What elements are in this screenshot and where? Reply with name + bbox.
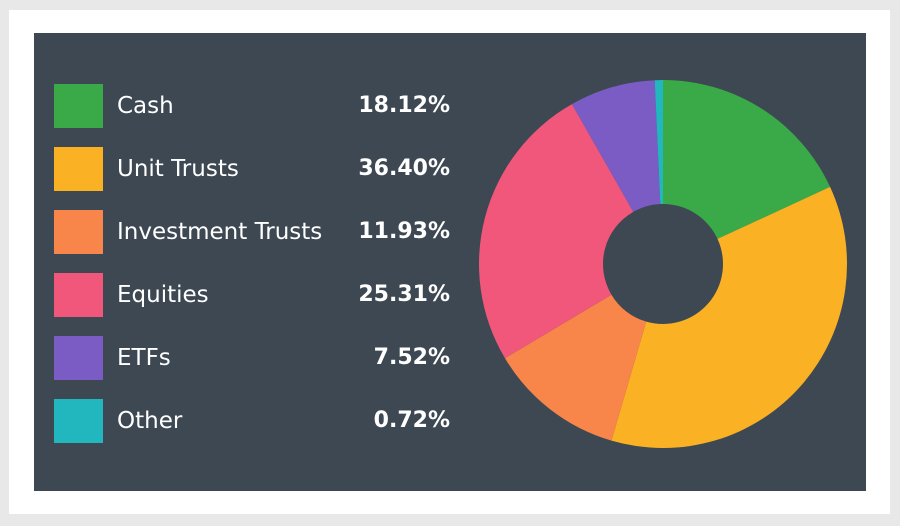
pie-slice [479, 104, 634, 359]
donut-chart [479, 80, 847, 449]
legend-item: ETFs 7.52% [54, 336, 454, 380]
legend-item: Unit Trusts 36.40% [54, 147, 454, 191]
legend-value: 25.31% [358, 282, 450, 307]
legend-label: Investment Trusts [117, 219, 323, 245]
pie-slice [504, 294, 647, 441]
legend-label: Equities [117, 282, 209, 308]
legend-item: Cash 18.12% [54, 84, 454, 128]
legend-label: ETFs [117, 345, 171, 371]
legend-label: Other [117, 408, 183, 434]
legend-swatch [54, 399, 103, 443]
legend-swatch [54, 210, 103, 254]
legend-swatch [54, 84, 103, 128]
legend-item: Equities 25.31% [54, 273, 454, 317]
legend-value: 11.93% [358, 219, 450, 244]
pie-slice [654, 80, 663, 205]
legend-swatch [54, 147, 103, 191]
legend-swatch [54, 273, 103, 317]
legend-item: Other 0.72% [54, 399, 454, 443]
legend-value: 0.72% [373, 408, 450, 433]
legend-label: Cash [117, 93, 174, 119]
legend-value: 36.40% [358, 156, 450, 181]
pie-slice [663, 80, 831, 239]
legend-swatch [54, 336, 103, 380]
legend-value: 18.12% [358, 93, 450, 118]
pie-slice [611, 186, 847, 449]
legend-item: Investment Trusts 11.93% [54, 210, 454, 254]
legend-value: 7.52% [373, 345, 450, 370]
legend-label: Unit Trusts [117, 156, 239, 182]
pie-slice [571, 80, 661, 212]
